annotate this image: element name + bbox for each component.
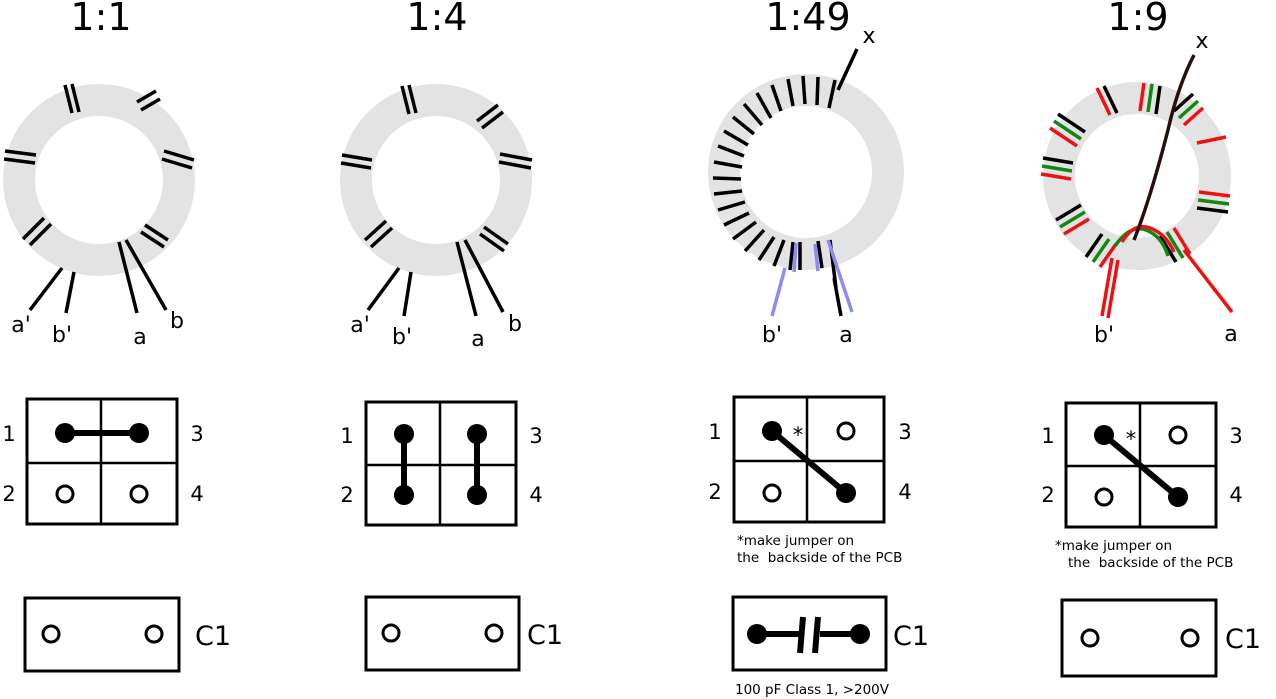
note-line-1: *make jumper on — [1055, 538, 1172, 554]
pad-1 — [762, 421, 782, 441]
pad-2 — [394, 485, 414, 505]
pad-label-2: 2 — [1041, 483, 1054, 507]
pad-label-1: 1 — [708, 420, 721, 444]
jumper-block — [364, 400, 518, 527]
jumper-asterisk: * — [793, 423, 804, 447]
lead-a: a — [471, 327, 484, 352]
lead-a-prime: a' — [350, 313, 370, 338]
pad-3 — [467, 424, 487, 444]
pad-label-4: 4 — [190, 482, 203, 506]
secondary-winding — [770, 239, 854, 317]
note-line-2: the backside of the PCB — [737, 550, 902, 566]
capacitor-footprint — [23, 596, 181, 673]
capacitor-footprint — [364, 595, 521, 672]
jumper-asterisk: * — [1126, 427, 1137, 451]
panel-1to4: 1:4 a' b' a b — [340, 0, 563, 672]
panel-1to49: 1:49 x — [708, 0, 929, 698]
lead-b: b — [170, 309, 184, 334]
note-line-2: the backside of the PCB — [1068, 555, 1233, 571]
cap-label: C1 — [1225, 624, 1261, 655]
ratio-title: 1:49 — [765, 0, 850, 39]
pad-label-3: 3 — [1229, 424, 1242, 448]
ratio-title: 1:1 — [70, 0, 131, 39]
lead-x: x — [862, 24, 875, 49]
capacitor-footprint — [1060, 598, 1218, 678]
jumper-block — [25, 397, 179, 526]
lead-b-prime: b' — [1094, 323, 1114, 348]
pad-label-1: 1 — [340, 424, 353, 448]
pad-1 — [55, 423, 75, 443]
pad-1 — [394, 424, 414, 444]
ratio-title: 1:9 — [1107, 0, 1168, 39]
pad-label-2: 2 — [2, 482, 15, 506]
ratio-title: 1:4 — [406, 0, 467, 39]
cap-label: C1 — [195, 621, 231, 652]
winding-pairs — [340, 84, 533, 317]
pad-label-3: 3 — [529, 424, 542, 448]
pad-2 — [1094, 487, 1114, 507]
pad-4 — [467, 485, 487, 505]
winding-turns — [712, 48, 859, 289]
capacitor-symbol — [797, 616, 806, 654]
pad-label-2: 2 — [340, 483, 353, 507]
pad-label-4: 4 — [1229, 483, 1242, 507]
winding-pairs — [3, 83, 195, 314]
pad-label-3: 3 — [190, 422, 203, 446]
panel-1to9: 1:9 x — [1040, 0, 1261, 678]
pad-2 — [762, 483, 782, 503]
pad-3 — [836, 421, 856, 441]
pad-label-4: 4 — [529, 483, 542, 507]
pad-4 — [836, 483, 856, 503]
lead-a: a — [839, 323, 852, 348]
pad-4 — [129, 484, 149, 504]
pad-1 — [1094, 425, 1114, 445]
cap-note: 100 pF Class 1, >200V — [735, 682, 890, 698]
lead-a: a — [1224, 322, 1237, 347]
toroid-core — [340, 84, 532, 276]
jumper-block — [732, 395, 886, 524]
toroid-core — [708, 74, 904, 270]
lead-b-prime: b' — [52, 323, 72, 348]
pad-3 — [129, 423, 149, 443]
note-line-1: *make jumper on — [737, 533, 854, 549]
lead-a-prime: a' — [11, 313, 31, 338]
lead-x: x — [1195, 29, 1208, 54]
jumper-block — [1064, 401, 1218, 529]
pad-3 — [1168, 425, 1188, 445]
panel-1to1: 1:1 a' b' a b — [2, 0, 231, 673]
cap-label: C1 — [527, 620, 563, 651]
lead-b: b — [508, 312, 522, 337]
toroid-core — [3, 84, 195, 276]
wire-x — [1132, 54, 1196, 241]
cap-label: C1 — [893, 621, 929, 652]
pad-label-4: 4 — [898, 480, 911, 504]
pad-label-1: 1 — [1041, 424, 1054, 448]
lead-b-prime: b' — [392, 325, 412, 350]
pad-label-1: 1 — [2, 422, 15, 446]
capacitor-footprint — [731, 595, 888, 672]
pad-label-3: 3 — [898, 420, 911, 444]
pad-label-2: 2 — [708, 480, 721, 504]
pad-2 — [55, 484, 75, 504]
winding-pairs — [1040, 82, 1234, 319]
lead-a: a — [133, 325, 146, 350]
pad-4 — [1168, 487, 1188, 507]
lead-b-prime: b' — [762, 323, 782, 348]
